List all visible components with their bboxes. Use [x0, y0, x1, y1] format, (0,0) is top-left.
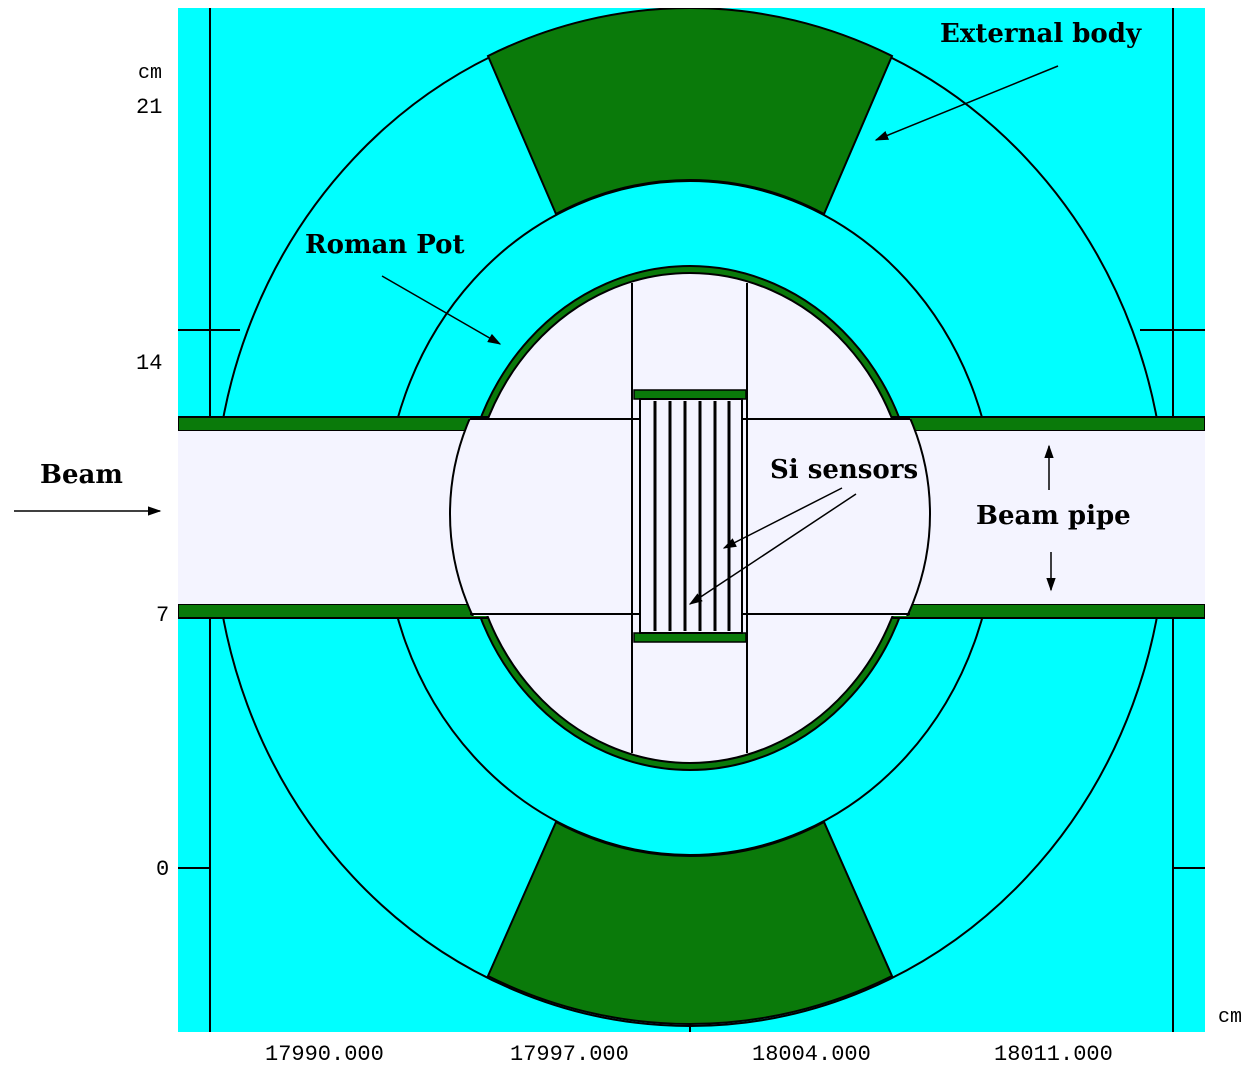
x-tick-label: 18004.000 — [752, 1042, 871, 1067]
y-axis: cm 21 14 7 0 — [136, 62, 210, 882]
label-beam: Beam — [40, 460, 123, 490]
arrow-si-sensors-upper — [722, 487, 843, 549]
y-tick-label: 0 — [156, 857, 169, 882]
x-axis-unit: cm — [1218, 1006, 1242, 1029]
label-si-sensors: Si sensors — [770, 455, 918, 485]
label-beam-pipe: Beam pipe — [976, 501, 1131, 531]
y-tick-label: 14 — [136, 351, 162, 376]
x-tick-label: 17990.000 — [265, 1042, 384, 1067]
sensor-package-bottom-plate — [633, 632, 747, 643]
arrow-si-sensors-lower — [688, 493, 857, 605]
si-sensor-strips — [653, 401, 731, 631]
y-axis-unit: cm — [138, 62, 162, 85]
x-tick-label: 17997.000 — [510, 1042, 629, 1067]
label-roman-pot: Roman Pot — [305, 230, 464, 260]
y-tick-label: 7 — [156, 603, 169, 628]
x-tick-label: 18011.000 — [994, 1042, 1113, 1067]
sensor-package-top-plate — [633, 389, 747, 400]
label-external-body: External body — [940, 19, 1142, 49]
x-axis: cm 17990.000 17997.000 18004.000 18011.0… — [265, 1006, 1242, 1067]
arrow-roman-pot — [381, 275, 502, 345]
y-tick-label: 21 — [136, 95, 162, 120]
arrow-external-body — [874, 65, 1059, 141]
